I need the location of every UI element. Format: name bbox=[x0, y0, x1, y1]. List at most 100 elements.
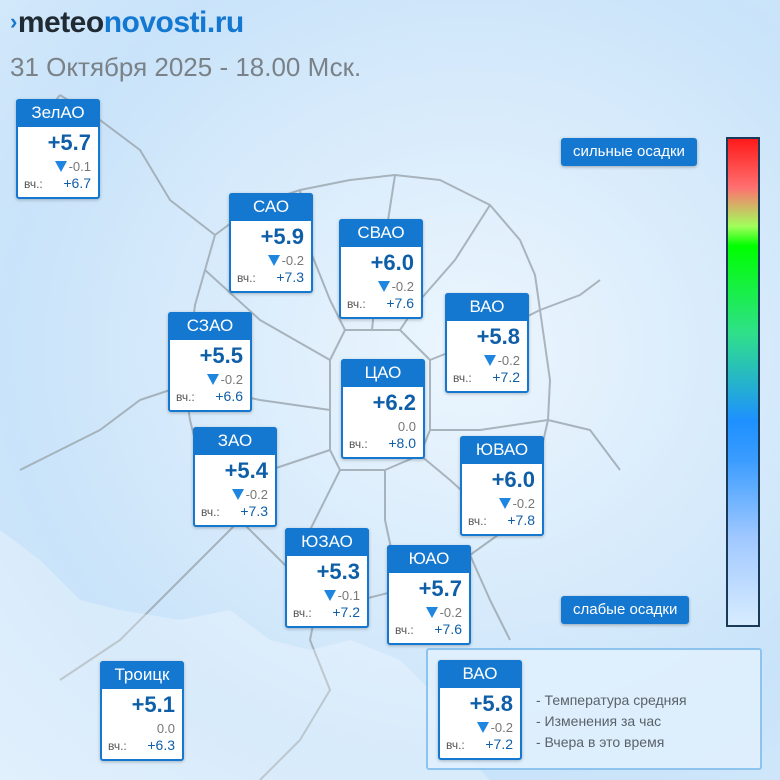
site-logo: ›meteonovosti.ru bbox=[10, 6, 244, 40]
yesterday-value: +6.7 bbox=[63, 175, 91, 191]
yesterday-label: вч.: bbox=[176, 390, 195, 404]
yesterday-label: вч.: bbox=[453, 371, 472, 385]
district-name: ЗелАО bbox=[16, 99, 100, 127]
legend-line-yesterday: - Вчера в это время bbox=[536, 734, 665, 750]
change-value: -0.2 bbox=[512, 496, 535, 511]
down-triangle-icon bbox=[206, 374, 219, 385]
logo-text-part-1: meteo bbox=[17, 6, 104, 39]
yesterday-value: +7.6 bbox=[434, 621, 462, 637]
yesterday-value: +6.3 bbox=[147, 737, 175, 753]
down-triangle-icon bbox=[231, 489, 244, 500]
district-card-vao: ВАО +5.8 -0.2 вч.: +7.2 bbox=[445, 293, 529, 393]
change-value: -0.2 bbox=[439, 605, 462, 620]
district-temperature: +5.8 bbox=[469, 691, 513, 716]
yesterday-label: вч.: bbox=[395, 623, 414, 637]
change-value: 0.0 bbox=[156, 721, 175, 736]
district-name: ЦАО bbox=[341, 359, 425, 387]
district-card-yuao: ЮАО +5.7 -0.2 вч.: +7.6 bbox=[387, 545, 471, 645]
yesterday-value: +7.2 bbox=[485, 736, 513, 752]
district-hourly-change: -0.2 bbox=[267, 253, 304, 268]
change-value: -0.2 bbox=[497, 353, 520, 368]
district-card-yuvao: ЮВАО +6.0 -0.2 вч.: +7.8 bbox=[460, 436, 544, 536]
district-temperature: +5.7 bbox=[418, 576, 462, 601]
precipitation-color-scale bbox=[726, 137, 760, 627]
district-name: ВАО bbox=[445, 293, 529, 321]
legend-line-change: - Изменения за час bbox=[536, 713, 662, 729]
light-precipitation-label: слабые осадки bbox=[561, 596, 690, 624]
district-hourly-change: -0.1 bbox=[323, 588, 360, 603]
district-card-tsao: ЦАО +6.2 0.0 вч.: +8.0 bbox=[341, 359, 425, 459]
district-name: Троицк bbox=[100, 661, 184, 689]
yesterday-value: +7.2 bbox=[332, 604, 360, 620]
change-value: -0.1 bbox=[337, 588, 360, 603]
change-value: -0.2 bbox=[281, 253, 304, 268]
district-card-sao: САО +5.9 -0.2 вч.: +7.3 bbox=[229, 193, 313, 293]
change-value: 0.0 bbox=[397, 419, 416, 434]
district-hourly-change: -0.2 bbox=[377, 279, 414, 294]
district-hourly-change: -0.2 bbox=[231, 487, 268, 502]
yesterday-value: +7.8 bbox=[507, 512, 535, 528]
change-value: -0.2 bbox=[391, 279, 414, 294]
district-temperature: +6.0 bbox=[491, 467, 535, 492]
change-value: -0.2 bbox=[490, 720, 513, 735]
district-name: САО bbox=[229, 193, 313, 221]
district-card-troitsk: Троицк +5.1 0.0 вч.: +6.3 bbox=[100, 661, 184, 761]
district-hourly-change: -0.1 bbox=[54, 159, 91, 174]
district-card-svao: СВАО +6.0 -0.2 вч.: +7.6 bbox=[339, 219, 423, 319]
legend-line-temperature: - Температура средняя bbox=[536, 692, 687, 708]
down-triangle-icon bbox=[483, 355, 496, 366]
district-temperature: +5.4 bbox=[224, 458, 268, 483]
yesterday-label: вч.: bbox=[237, 271, 256, 285]
down-triangle-icon bbox=[323, 590, 336, 601]
district-hourly-change: 0.0 bbox=[398, 419, 416, 434]
down-triangle-icon bbox=[476, 722, 489, 733]
yesterday-label: вч.: bbox=[108, 739, 127, 753]
down-triangle-icon bbox=[54, 161, 67, 172]
district-card-yuzao: ЮЗАО +5.3 -0.1 вч.: +7.2 bbox=[285, 528, 369, 628]
district-temperature: +6.0 bbox=[370, 250, 414, 275]
district-hourly-change: -0.2 bbox=[498, 496, 535, 511]
district-name: СЗАО bbox=[168, 312, 252, 340]
legend-example-card: ВАО +5.8 -0.2 вч.: +7.2 bbox=[438, 660, 522, 760]
district-hourly-change: -0.2 bbox=[483, 353, 520, 368]
district-name: ЮВАО bbox=[460, 436, 544, 464]
logo-arrow-icon: › bbox=[10, 9, 17, 34]
logo-text-part-2: novosti.ru bbox=[103, 6, 245, 39]
yesterday-value: +7.3 bbox=[276, 269, 304, 285]
down-triangle-icon bbox=[425, 607, 438, 618]
yesterday-value: +6.6 bbox=[215, 388, 243, 404]
down-triangle-icon bbox=[377, 281, 390, 292]
yesterday-value: +7.6 bbox=[386, 295, 414, 311]
yesterday-label: вч.: bbox=[24, 177, 43, 191]
legend-descriptions: - Температура средняя - Изменения за час… bbox=[536, 690, 687, 753]
district-card-zao: ЗАО +5.4 -0.2 вч.: +7.3 bbox=[193, 427, 277, 527]
heavy-precipitation-label: сильные осадки bbox=[561, 138, 697, 166]
yesterday-label: вч.: bbox=[347, 297, 366, 311]
district-temperature: +5.3 bbox=[316, 559, 360, 584]
yesterday-value: +8.0 bbox=[388, 435, 416, 451]
district-name: ЮЗАО bbox=[285, 528, 369, 556]
yesterday-value: +7.3 bbox=[240, 503, 268, 519]
yesterday-value: +7.2 bbox=[492, 369, 520, 385]
down-triangle-icon bbox=[267, 255, 280, 266]
district-temperature: +5.1 bbox=[131, 692, 175, 717]
district-temperature: +5.8 bbox=[476, 324, 520, 349]
district-card-zelao: ЗелАО +5.7 -0.1 вч.: +6.7 bbox=[16, 99, 100, 199]
down-triangle-icon bbox=[498, 498, 511, 509]
change-value: -0.2 bbox=[220, 372, 243, 387]
district-temperature: +5.7 bbox=[47, 130, 91, 155]
district-temperature: +6.2 bbox=[372, 390, 416, 415]
district-temperature: +5.5 bbox=[199, 343, 243, 368]
district-hourly-change: -0.2 bbox=[476, 720, 513, 735]
district-name: СВАО bbox=[339, 219, 423, 247]
district-name: ВАО bbox=[438, 660, 522, 688]
change-value: -0.2 bbox=[245, 487, 268, 502]
yesterday-label: вч.: bbox=[293, 606, 312, 620]
district-hourly-change: -0.2 bbox=[206, 372, 243, 387]
district-temperature: +5.9 bbox=[260, 224, 304, 249]
district-hourly-change: 0.0 bbox=[157, 721, 175, 736]
yesterday-label: вч.: bbox=[468, 514, 487, 528]
yesterday-label: вч.: bbox=[446, 738, 465, 752]
district-card-szao: СЗАО +5.5 -0.2 вч.: +6.6 bbox=[168, 312, 252, 412]
